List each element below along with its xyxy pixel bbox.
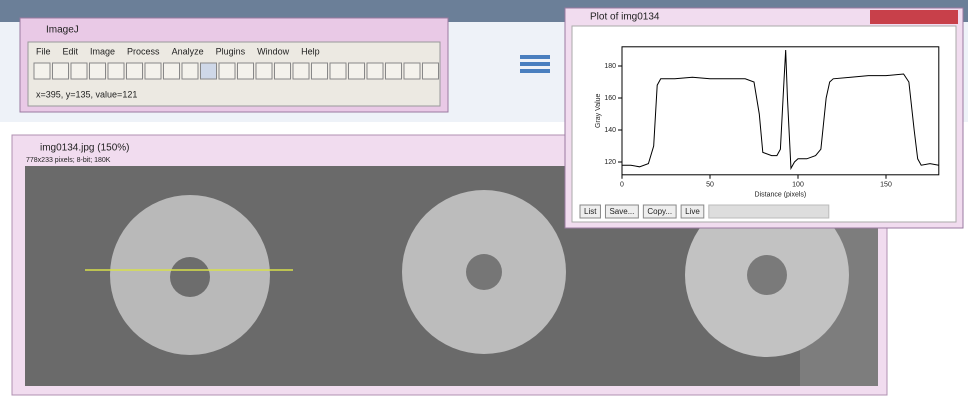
tool-button[interactable] <box>330 63 346 79</box>
tool-button[interactable] <box>71 63 87 79</box>
disc-center <box>466 254 502 290</box>
tool-button[interactable] <box>386 63 402 79</box>
ribbon-icon <box>520 69 550 73</box>
x-tick-label: 50 <box>706 182 714 189</box>
menu-item[interactable]: File <box>36 46 51 56</box>
button-label[interactable]: Live <box>685 207 700 216</box>
button[interactable]: List <box>580 205 600 218</box>
window-title: Plot of img0134 <box>590 12 660 23</box>
disc-center <box>747 255 787 295</box>
ribbon-icon <box>520 62 550 66</box>
tool-button[interactable] <box>90 63 106 79</box>
button-label[interactable]: Save... <box>609 207 634 216</box>
menu-item[interactable]: Analyze <box>172 46 204 56</box>
button[interactable]: Copy... <box>643 205 676 218</box>
screen: ImageJ File Edit Image Process Analyze Plugin… <box>0 0 968 407</box>
menu-item[interactable]: Window <box>257 46 290 56</box>
menu-item[interactable]: Plugins <box>216 46 246 56</box>
button-label[interactable]: Copy... <box>647 207 672 216</box>
y-tick-label: 160 <box>604 95 616 102</box>
tool-button[interactable] <box>201 63 217 79</box>
tool-button[interactable] <box>145 63 161 79</box>
tool-button[interactable] <box>423 63 439 79</box>
tool-button[interactable] <box>404 63 420 79</box>
y-axis-label: Gray Value <box>595 93 602 128</box>
x-tick-label: 0 <box>620 182 624 189</box>
imagej-window: ImageJ File Edit Image Process Analyze Plugin… <box>20 18 448 112</box>
tool-button[interactable] <box>34 63 50 79</box>
button-label[interactable]: List <box>584 207 597 216</box>
tool-button[interactable] <box>367 63 383 79</box>
page: ImageJ File Edit Image Process Analyze Plugin… <box>0 0 968 407</box>
tool-button[interactable] <box>238 63 254 79</box>
tool-button[interactable] <box>312 63 328 79</box>
button[interactable]: Live <box>681 205 704 218</box>
menu-item[interactable]: Image <box>90 46 115 56</box>
window-title: ImageJ <box>46 25 79 36</box>
disc-center <box>170 257 210 297</box>
y-tick-label: 120 <box>604 159 616 166</box>
ribbon-icon <box>520 55 550 59</box>
image-info: 778x233 pixels; 8-bit; 180K <box>26 157 111 164</box>
button[interactable]: Save... <box>605 205 638 218</box>
tool-button[interactable] <box>182 63 198 79</box>
tool-button[interactable] <box>108 63 124 79</box>
tool-button[interactable] <box>275 63 291 79</box>
menu-item[interactable]: Process <box>127 46 160 56</box>
tool-button[interactable] <box>219 63 235 79</box>
x-tick-label: 100 <box>792 182 804 189</box>
tool-button[interactable] <box>164 63 180 79</box>
status-text: x=395, y=135, value=121 <box>36 89 137 99</box>
window-controls[interactable] <box>870 10 958 24</box>
x-axis-label: Distance (pixels) <box>755 192 807 199</box>
plot-window: Plot of img0134 120 140 160 180 0 50 100 150 Dis… <box>565 8 963 228</box>
tool-button[interactable] <box>53 63 69 79</box>
tool-button[interactable] <box>349 63 365 79</box>
tool-button[interactable] <box>127 63 143 79</box>
y-tick-label: 140 <box>604 127 616 134</box>
y-tick-label: 180 <box>604 63 616 70</box>
x-tick-label: 150 <box>880 182 892 189</box>
menu-item[interactable]: Help <box>301 46 320 56</box>
tool-button[interactable] <box>256 63 272 79</box>
tool-button[interactable] <box>293 63 309 79</box>
window-title: img0134.jpg (150%) <box>40 143 130 154</box>
button-spacer <box>709 205 829 218</box>
menu-item[interactable]: Edit <box>63 46 79 56</box>
